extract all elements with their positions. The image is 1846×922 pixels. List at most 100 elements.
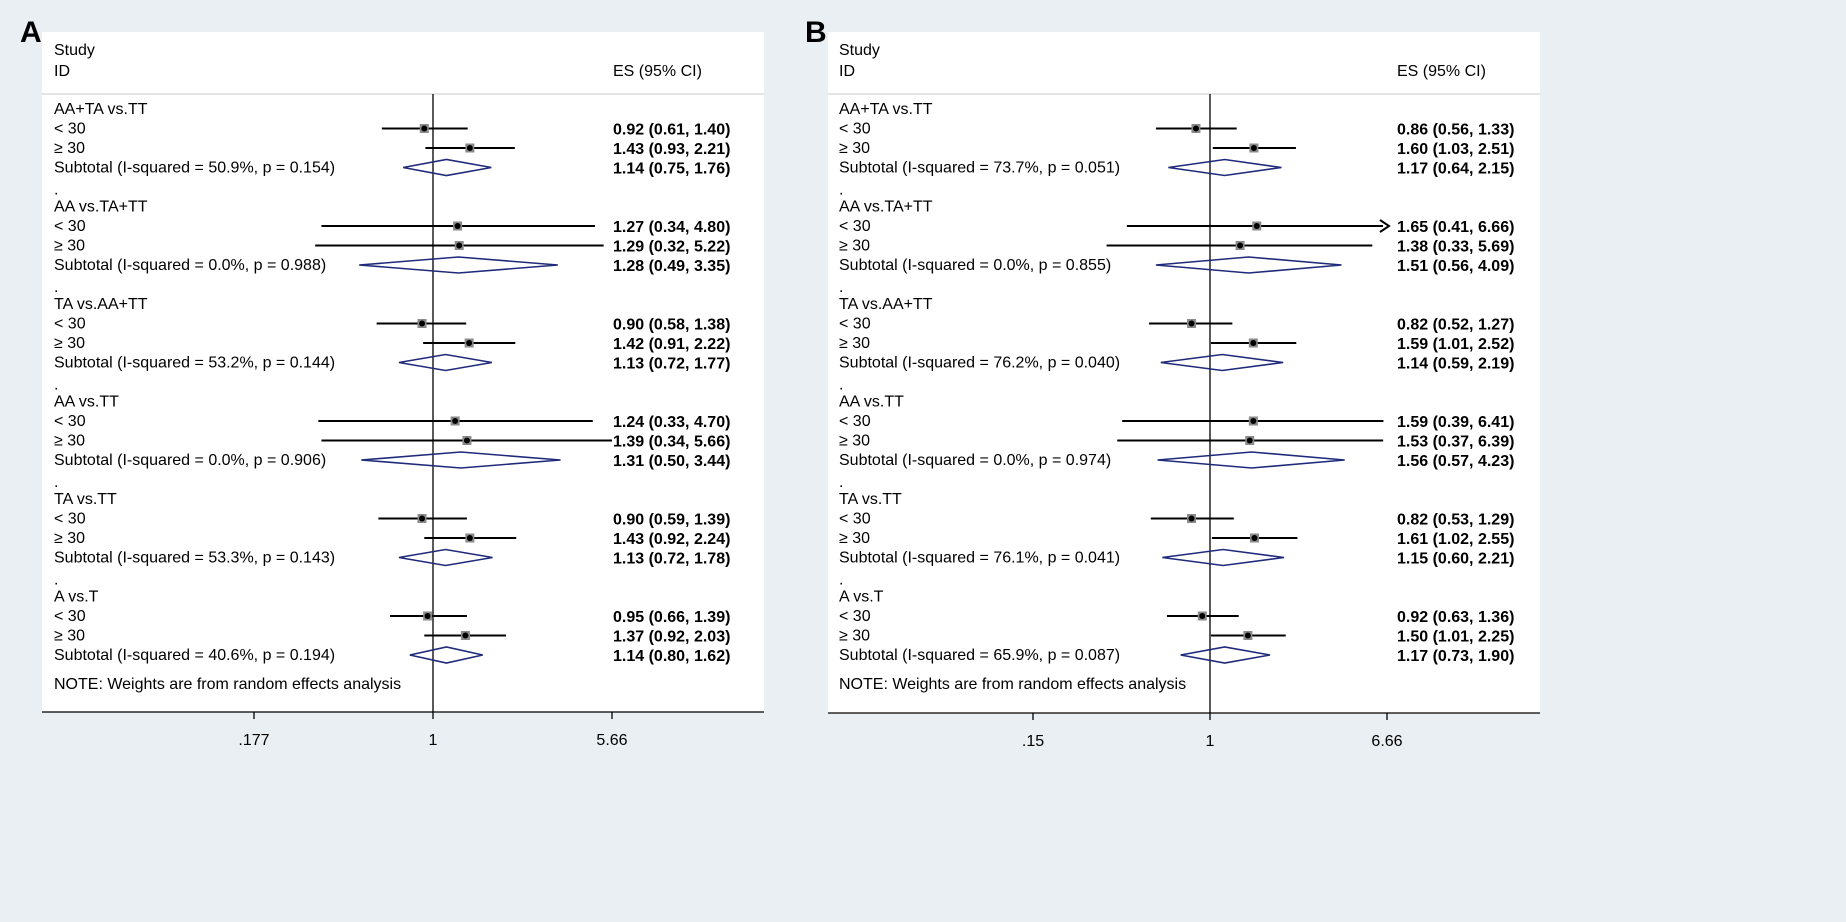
row-es-text: 1.50 (1.01, 2.25) xyxy=(1397,629,1514,646)
group-title: TA vs.TT xyxy=(839,491,902,508)
point-estimate xyxy=(1246,437,1253,444)
ci-arrow xyxy=(1379,219,1391,233)
subtotal-label: Subtotal (I-squared = 76.1%, p = 0.041) xyxy=(839,550,1120,567)
subtotal-label: Subtotal (I-squared = 76.2%, p = 0.040) xyxy=(839,355,1120,372)
point-estimate xyxy=(466,145,473,151)
row-es-text: 0.90 (0.58, 1.38) xyxy=(613,317,730,334)
point-estimate xyxy=(419,515,426,522)
group-title: AA vs.TA+TT xyxy=(839,199,933,216)
footnote: NOTE: Weights are from random effects an… xyxy=(54,676,401,693)
row-label: < 30 xyxy=(54,218,86,235)
subtotal-diamond xyxy=(359,256,558,274)
point-estimate xyxy=(1199,613,1206,619)
subtotal-diamond xyxy=(398,548,493,567)
group-spacer-dot: . xyxy=(839,279,843,296)
plot-background xyxy=(828,32,1540,713)
group-title: AA vs.TA+TT xyxy=(54,199,148,216)
subtotal-label: Subtotal (I-squared = 73.7%, p = 0.051) xyxy=(839,160,1120,177)
point-estimate xyxy=(424,613,431,619)
group-spacer-dot: . xyxy=(839,377,843,394)
subtotal-es-text: 1.51 (0.56, 4.09) xyxy=(1397,258,1514,275)
panel-letter: A xyxy=(20,16,42,49)
row-label: ≥ 30 xyxy=(839,433,870,450)
point-estimate xyxy=(466,535,473,541)
subtotal-diamond xyxy=(1160,353,1284,372)
row-es-text: 0.92 (0.63, 1.36) xyxy=(1397,609,1514,626)
subtotal-diamond xyxy=(1157,451,1345,469)
forest-panel-b: B Study ID ES (95% CI) AA+TA vs.TT < 30 0.86 (… xyxy=(805,16,1540,750)
row-label: ≥ 30 xyxy=(54,628,85,645)
subtotal-es-text: 1.56 (0.57, 4.23) xyxy=(1397,453,1514,470)
subtotal-es-text: 1.13 (0.72, 1.77) xyxy=(613,356,730,373)
row-label: < 30 xyxy=(839,316,871,333)
row-label: < 30 xyxy=(839,511,871,528)
subtotal-es-text: 1.15 (0.60, 2.21) xyxy=(1397,551,1514,568)
subtotal-es-text: 1.14 (0.59, 2.19) xyxy=(1397,356,1514,373)
row-es-text: 1.27 (0.34, 4.80) xyxy=(613,219,730,236)
group-title: A vs.T xyxy=(839,589,884,606)
row-label: ≥ 30 xyxy=(839,140,870,157)
row-label: < 30 xyxy=(54,511,86,528)
subtotal-label: Subtotal (I-squared = 0.0%, p = 0.855) xyxy=(839,257,1111,274)
subtotal-es-text: 1.17 (0.73, 1.90) xyxy=(1397,648,1514,665)
subtotal-diamond xyxy=(403,158,492,177)
subtotal-diamond xyxy=(1168,158,1282,177)
footnote: NOTE: Weights are from random effects an… xyxy=(839,676,1186,693)
point-estimate xyxy=(463,437,470,444)
group-title: AA+TA vs.TT xyxy=(839,101,933,118)
row-es-text: 1.37 (0.92, 2.03) xyxy=(613,629,730,646)
point-estimate xyxy=(466,340,473,346)
row-es-text: 0.90 (0.59, 1.39) xyxy=(613,512,730,529)
x-tick-label: 5.66 xyxy=(596,732,627,749)
x-tick-label: .15 xyxy=(1022,733,1044,750)
row-es-text: 1.61 (1.02, 2.55) xyxy=(1397,531,1514,548)
point-estimate xyxy=(1188,320,1195,327)
row-label: ≥ 30 xyxy=(839,238,870,255)
x-tick-label: 1 xyxy=(1206,733,1215,750)
row-label: ≥ 30 xyxy=(54,530,85,547)
row-es-text: 1.43 (0.93, 2.21) xyxy=(613,141,730,158)
point-estimate xyxy=(1192,125,1199,132)
row-label: < 30 xyxy=(839,608,871,625)
row-es-text: 0.82 (0.52, 1.27) xyxy=(1397,317,1514,334)
group-spacer-dot: . xyxy=(839,474,843,491)
subtotal-es-text: 1.31 (0.50, 3.44) xyxy=(613,453,730,470)
row-es-text: 1.43 (0.92, 2.24) xyxy=(613,531,730,548)
row-label: ≥ 30 xyxy=(54,238,85,255)
header-id: ID xyxy=(839,63,855,80)
row-label: < 30 xyxy=(54,413,86,430)
panel-letter: B xyxy=(805,16,827,49)
row-es-text: 1.42 (0.91, 2.22) xyxy=(613,336,730,353)
group-title: TA vs.AA+TT xyxy=(54,296,148,313)
plot-background xyxy=(42,32,764,712)
row-label: < 30 xyxy=(54,608,86,625)
point-estimate xyxy=(452,418,459,424)
subtotal-label: Subtotal (I-squared = 0.0%, p = 0.906) xyxy=(54,452,326,469)
subtotal-label: Subtotal (I-squared = 50.9%, p = 0.154) xyxy=(54,160,335,177)
row-es-text: 0.86 (0.56, 1.33) xyxy=(1397,122,1514,139)
subtotal-es-text: 1.14 (0.80, 1.62) xyxy=(613,648,730,665)
row-es-text: 1.39 (0.34, 5.66) xyxy=(613,434,730,451)
subtotal-label: Subtotal (I-squared = 65.9%, p = 0.087) xyxy=(839,647,1120,664)
x-tick-label: 6.66 xyxy=(1371,733,1402,750)
row-label: ≥ 30 xyxy=(54,433,85,450)
subtotal-diamond xyxy=(1180,646,1271,664)
row-label: < 30 xyxy=(839,218,871,235)
group-title: TA vs.TT xyxy=(54,491,117,508)
header-study: Study xyxy=(54,42,95,59)
row-es-text: 1.65 (0.41, 6.66) xyxy=(1397,219,1514,236)
point-estimate xyxy=(419,320,426,327)
group-title: AA+TA vs.TT xyxy=(54,101,148,118)
point-estimate xyxy=(456,242,463,249)
subtotal-label: Subtotal (I-squared = 0.0%, p = 0.988) xyxy=(54,257,326,274)
group-title: TA vs.AA+TT xyxy=(839,296,933,313)
header-id: ID xyxy=(54,63,70,80)
subtotal-es-text: 1.28 (0.49, 3.35) xyxy=(613,258,730,275)
row-es-text: 0.92 (0.61, 1.40) xyxy=(613,122,730,139)
point-estimate xyxy=(1250,145,1257,151)
point-estimate xyxy=(1244,632,1251,639)
row-es-text: 1.38 (0.33, 5.69) xyxy=(1397,239,1514,256)
row-label: ≥ 30 xyxy=(839,530,870,547)
row-es-text: 1.53 (0.37, 6.39) xyxy=(1397,434,1514,451)
